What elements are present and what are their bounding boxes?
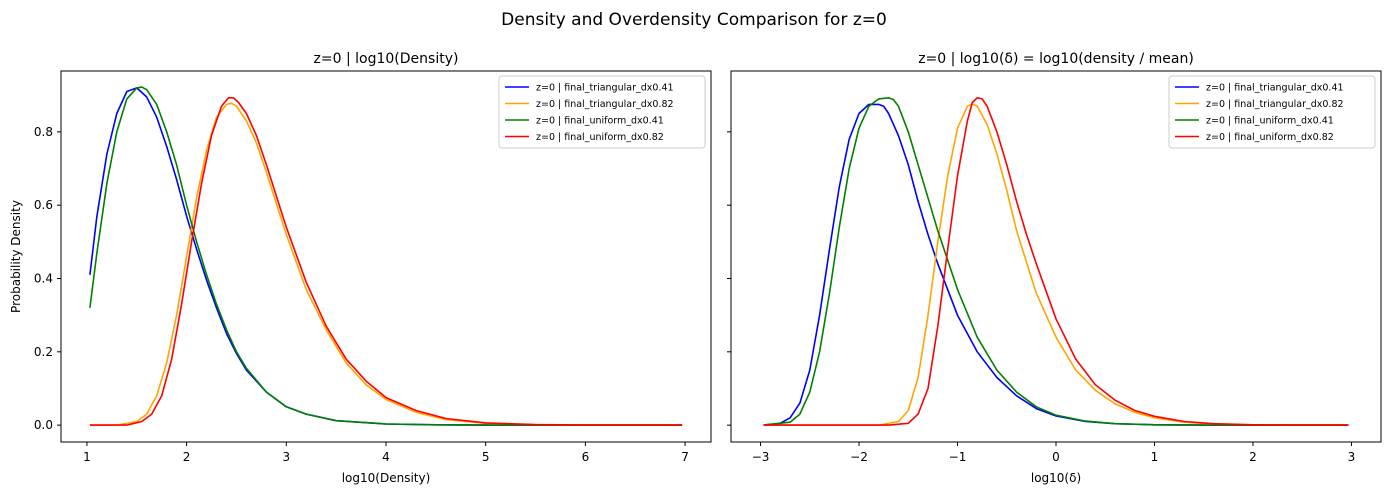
y-tick-label: 0.8 [34, 125, 53, 139]
x-tick-label: −3 [752, 450, 770, 464]
x-tick-label: 1 [83, 450, 91, 464]
x-tick-label: −2 [850, 450, 868, 464]
figure-suptitle: Density and Overdensity Comparison for z… [501, 10, 887, 30]
y-tick-label: 0.2 [34, 345, 53, 359]
x-tick-label: 7 [681, 450, 689, 464]
series-line-3 [763, 97, 1349, 426]
legend-label: z=0 | final_uniform_dx0.41 [1206, 116, 1334, 127]
series-line-4 [763, 97, 1349, 426]
plot-area-density: 1 2 3 4 5 6 7 0.0 0.2 0.4 0.6 0.8 z=0 | final_triang… [34, 70, 712, 464]
x-axis-label-density: log10(Density) [342, 471, 431, 485]
panel-density: z=0 | log10(Density) log10(Density) Prob… [9, 51, 712, 485]
panel-overdensity: z=0 | log10(δ) = log10(density / mean) l… [727, 51, 1382, 485]
legend-label: z=0 | final_uniform_dx0.82 [1206, 132, 1334, 143]
plot-area-overdensity: −3 −2 −1 0 1 2 3z=0 | final_triangular_dx0.41z… [727, 70, 1382, 464]
x-tick-label: 4 [382, 450, 390, 464]
legend-label: z=0 | final_triangular_dx0.41 [1206, 83, 1344, 94]
x-tick-label: 3 [1348, 450, 1356, 464]
legend-label: z=0 | final_triangular_dx0.82 [536, 99, 674, 110]
panel-title-overdensity: z=0 | log10(δ) = log10(density / mean) [918, 51, 1194, 67]
panel-title-density: z=0 | log10(Density) [314, 51, 459, 67]
legend: z=0 | final_triangular_dx0.41 z=0 | final… [498, 75, 706, 149]
y-tick-label: 0.6 [34, 198, 53, 212]
series-line-2 [89, 102, 683, 426]
x-tick-label: 5 [482, 450, 490, 464]
x-axis-label-overdensity: log10(δ) [1031, 471, 1081, 485]
x-tick-label: 2 [1249, 450, 1257, 464]
legend-label: z=0 | final_uniform_dx0.41 [536, 116, 664, 127]
series-line-4 [89, 97, 683, 426]
legend: z=0 | final_triangular_dx0.41 z=0 | final… [1168, 75, 1376, 149]
x-tick-label: 2 [183, 450, 191, 464]
x-tick-label: −1 [949, 450, 967, 464]
y-tick-label: 0.0 [34, 418, 53, 432]
x-tick-label: 6 [582, 450, 590, 464]
series-line-2 [763, 103, 1349, 426]
x-tick-label: 1 [1151, 450, 1159, 464]
series-line-1 [763, 103, 1349, 426]
legend-label: z=0 | final_uniform_dx0.82 [536, 132, 664, 143]
x-tick-label: 3 [282, 450, 290, 464]
x-tick-label: 0 [1052, 450, 1060, 464]
legend-frame [1168, 75, 1376, 149]
y-tick-label: 0.4 [34, 271, 53, 285]
y-axis-label: Probability Density [9, 200, 23, 313]
legend-label: z=0 | final_triangular_dx0.82 [1206, 99, 1344, 110]
series-line-3 [89, 86, 683, 426]
legend-label: z=0 | final_triangular_dx0.41 [536, 83, 674, 94]
legend-frame [498, 75, 706, 149]
